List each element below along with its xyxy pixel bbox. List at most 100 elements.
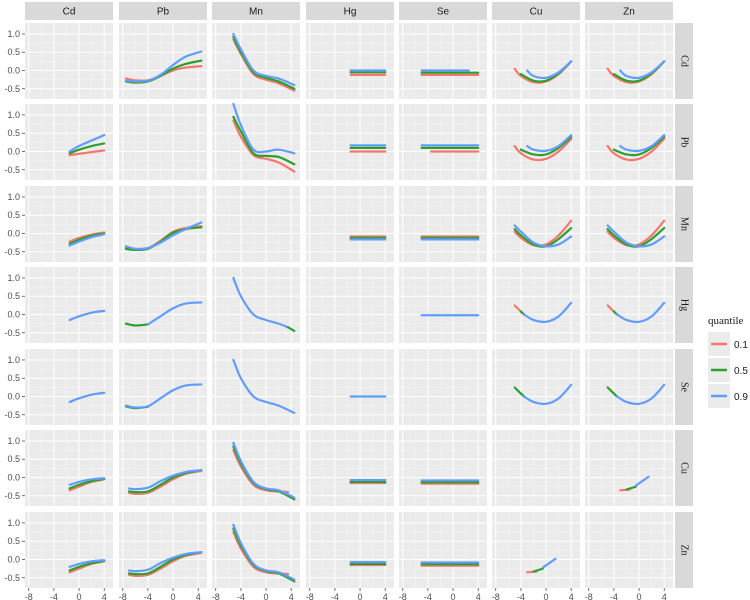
- x-tick-label: -4: [331, 592, 339, 600]
- column-strips: Cd Pb Mn Hg Se Cu Zn: [25, 2, 673, 20]
- series-line-q0.1: [513, 137, 573, 162]
- y-tick-label: 1.0: [7, 518, 20, 528]
- panel-background: [399, 23, 487, 99]
- x-tick-label: 0: [637, 592, 642, 600]
- series-line-q0.9: [526, 133, 573, 153]
- y-tick-label: -0.5: [4, 491, 20, 501]
- series-line-q0.9: [541, 557, 557, 569]
- panel-background: [212, 349, 300, 425]
- legend-label: 0.1: [734, 340, 748, 351]
- panel-background: [119, 104, 207, 180]
- y-tick-label: 1.0: [7, 436, 20, 446]
- panel-grid: [25, 23, 673, 588]
- column-strip-se: [399, 2, 487, 20]
- row-strip-mn: [675, 186, 693, 262]
- series-line-q0.9: [634, 475, 650, 487]
- y-axis-labels: -0.5 0.0 0.5 1.0 -0.5 0.0 0.5 1.0 -0.5 0.0 0.5 1.0 -…: [4, 29, 25, 583]
- x-tick-label: 4: [196, 592, 201, 600]
- row-strip-cu: [675, 430, 693, 506]
- panel-background: [212, 186, 300, 262]
- y-tick-label: 0.5: [7, 373, 20, 383]
- panel-se-hg: [306, 349, 394, 425]
- y-tick-label: 0.5: [7, 47, 20, 57]
- y-tick-label: 0.0: [7, 392, 20, 402]
- series-group-cd-se: [420, 69, 480, 76]
- series-line-q0.9: [68, 559, 106, 568]
- panel-background: [25, 512, 113, 588]
- series-group-cu-zn: [619, 475, 650, 492]
- x-tick-label: 0: [358, 592, 363, 600]
- panel-background: [306, 104, 394, 180]
- panel-background: [306, 267, 394, 343]
- row-strip-hg: [675, 267, 693, 343]
- row-strip-label: Cd: [679, 55, 690, 67]
- panel-pb-cu: [492, 104, 580, 180]
- panel-cu-hg: [306, 430, 394, 506]
- panel-background: [25, 267, 113, 343]
- x-tick-label: 4: [289, 592, 294, 600]
- panel-background: [399, 267, 487, 343]
- series-line-q0.9: [232, 32, 296, 87]
- y-tick-label: 0.5: [7, 454, 20, 464]
- panel-cd-zn: [585, 23, 673, 99]
- series-line-q0.9: [619, 60, 666, 80]
- y-tick-label: 0.5: [7, 128, 20, 138]
- series-line-q0.5: [519, 135, 573, 157]
- series-group-zn-cu: [526, 557, 557, 574]
- x-tick-label: -4: [50, 592, 58, 600]
- x-tick-label: 0: [171, 592, 176, 600]
- panel-mn-cd: [25, 186, 113, 262]
- panel-background: [119, 267, 207, 343]
- column-strip-label: Hg: [344, 7, 357, 18]
- series-group-hg-mn: [232, 276, 296, 333]
- series-line-q0.9: [606, 224, 666, 248]
- panel-background: [399, 512, 487, 588]
- series-line-q0.9: [127, 551, 203, 573]
- panel-hg-hg: [306, 267, 394, 343]
- column-strip-mn: [212, 2, 300, 20]
- x-tick-label: -8: [25, 592, 33, 600]
- series-line-q0.5: [513, 226, 573, 248]
- panel-background: [492, 430, 580, 506]
- series-line-q0.9: [127, 469, 203, 491]
- panel-pb-hg: [306, 104, 394, 180]
- panel-background: [25, 104, 113, 180]
- panel-background: [399, 349, 487, 425]
- row-strip-label: Hg: [679, 299, 690, 311]
- series-group-cu-cd: [68, 477, 106, 492]
- y-tick-label: -0.5: [4, 84, 20, 94]
- series-group-hg-pb: [124, 301, 203, 327]
- series-group-zn-hg: [349, 560, 387, 567]
- y-tick-label: 0.0: [7, 310, 20, 320]
- column-strip-label: Cd: [63, 7, 76, 18]
- y-tick-label: 1.0: [7, 29, 20, 39]
- series-group-mn-cd: [68, 231, 106, 247]
- series-line-q0.9: [68, 233, 106, 247]
- series-group-mn-se: [420, 235, 480, 241]
- x-tick-label: -8: [585, 592, 593, 600]
- y-tick-label: 0.5: [7, 291, 20, 301]
- panel-cu-cd: [25, 430, 113, 506]
- series-line-q0.5: [532, 567, 545, 573]
- panel-pb-cd: [25, 104, 113, 180]
- panel-background: [399, 430, 487, 506]
- panel-background: [25, 23, 113, 99]
- series-line-q0.9: [232, 523, 296, 581]
- panel-hg-zn: [585, 267, 673, 343]
- panel-cu-zn: [585, 430, 673, 506]
- series-group-cu-hg: [349, 478, 387, 485]
- x-tick-label: -4: [610, 592, 618, 600]
- panel-hg-mn: [212, 267, 300, 343]
- series-line-q0.9: [68, 477, 106, 486]
- series-group-hg-cu: [513, 301, 573, 324]
- y-tick-label: 0.0: [7, 229, 20, 239]
- panel-cd-hg: [306, 23, 394, 99]
- panel-background: [306, 349, 394, 425]
- row-strip-label: Pb: [679, 137, 690, 148]
- series-group-cd-zn: [606, 60, 666, 84]
- series-line-q0.5: [232, 115, 296, 166]
- series-group-cd-hg: [349, 69, 387, 76]
- column-strip-label: Zn: [623, 7, 635, 18]
- y-tick-label: -0.5: [4, 328, 20, 338]
